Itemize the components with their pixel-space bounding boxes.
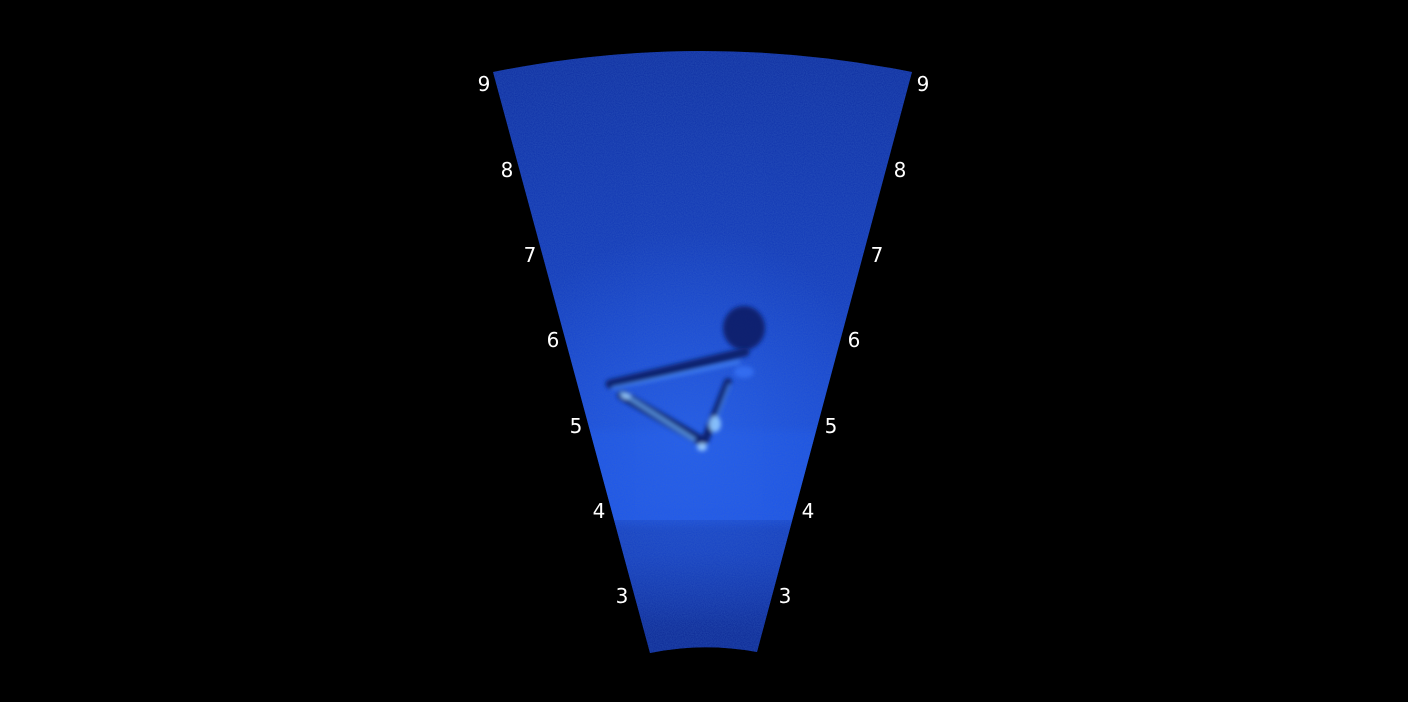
sonar-target-shadow [723,306,765,350]
range-label-left-4: 4 [592,499,606,523]
range-label-right-9: 9 [916,72,930,96]
range-label-right-3: 3 [778,584,792,608]
range-label-left-6: 6 [546,328,560,352]
range-label-right-7: 7 [870,243,884,267]
range-label-left-5: 5 [569,414,583,438]
range-label-right-4: 4 [801,499,815,523]
range-label-left-9: 9 [477,72,491,96]
sonar-target-frame [605,347,754,451]
range-label-left-8: 8 [500,158,514,182]
range-label-left-7: 7 [523,243,537,267]
range-label-right-8: 8 [893,158,907,182]
range-label-right-5: 5 [824,414,838,438]
range-label-right-6: 6 [847,328,861,352]
range-label-left-3: 3 [615,584,629,608]
